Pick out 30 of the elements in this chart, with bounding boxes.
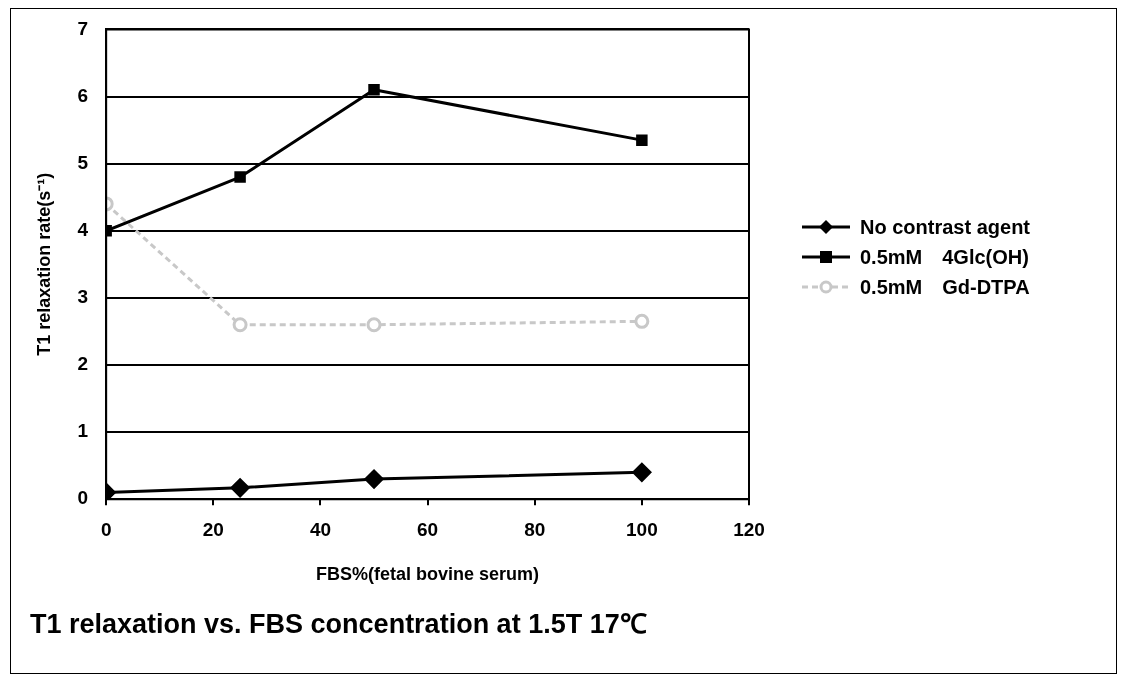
y-tick-label: 2: [77, 353, 89, 375]
x-tick-label: 20: [202, 518, 224, 540]
x-tick-label: 60: [417, 518, 439, 540]
point: [364, 469, 384, 489]
point: [632, 462, 652, 482]
x-tick-label: 120: [733, 518, 765, 540]
y-tick-label: 7: [77, 17, 89, 39]
y-tick-label: 5: [77, 151, 89, 173]
text: T1 relaxation vs. FBS concentration at 1.5T 17℃: [30, 609, 647, 640]
legend-label: 0.5mM 4Glc(OH): [860, 244, 1029, 270]
point: [636, 134, 648, 146]
point: [368, 84, 380, 96]
point: [634, 313, 650, 329]
point: [234, 171, 246, 183]
x-tick-label: 40: [309, 518, 332, 540]
x-tick-label: 100: [626, 518, 658, 540]
y-tick-label: 3: [77, 286, 89, 308]
y-tick-label: 4: [77, 218, 89, 240]
legend-label: No contrast agent: [860, 215, 1031, 239]
x-tick-label: 0: [100, 518, 112, 540]
point: [366, 317, 382, 333]
legend-label: 0.5mM Gd-DTPA: [860, 274, 1030, 300]
point: [230, 478, 250, 498]
x-tick-label: 80: [524, 518, 546, 540]
y-tick-label: 6: [77, 84, 89, 106]
x-axis-title: FBS%(fetal bovine serum): [316, 563, 540, 584]
y-tick-label: 0: [77, 487, 89, 509]
y-tick-label: 1: [77, 420, 89, 442]
y-axis-title: T1 relaxation rate(s⁻¹): [33, 172, 54, 356]
point: [232, 317, 248, 333]
